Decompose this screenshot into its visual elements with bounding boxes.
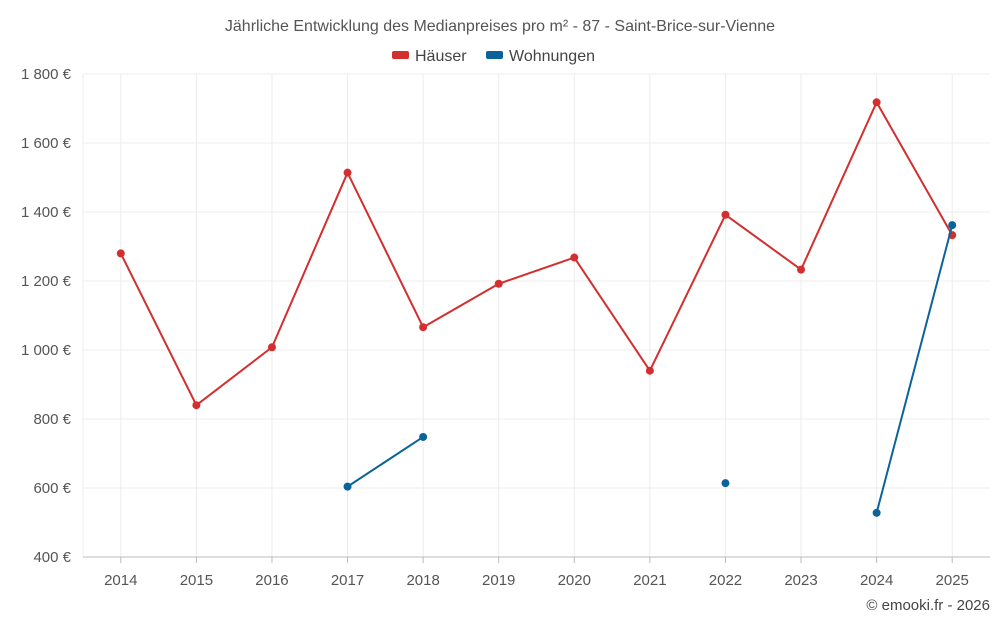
data-point-wohnungen[interactable] <box>721 479 730 488</box>
y-tick-label: 1 200 € <box>21 273 72 290</box>
data-point-wohnungen[interactable] <box>343 482 352 491</box>
x-tick-label: 2022 <box>709 572 742 589</box>
series-line-wohnungen <box>346 435 425 488</box>
credit-text: © emooki.fr - 2026 <box>866 597 990 614</box>
data-point-haeuser[interactable] <box>797 265 806 274</box>
data-point-wohnungen[interactable] <box>419 432 428 441</box>
data-point-wohnungen[interactable] <box>948 221 957 230</box>
legend-label-haeuser: Häuser <box>415 48 467 65</box>
data-point-haeuser[interactable] <box>343 168 352 177</box>
x-tick-label: 2014 <box>104 572 137 589</box>
data-point-haeuser[interactable] <box>570 253 579 262</box>
y-tick-label: 1 000 € <box>21 342 72 359</box>
x-tick-label: 2019 <box>482 572 515 589</box>
y-tick-label: 1 600 € <box>21 135 72 152</box>
y-tick-label: 600 € <box>33 480 71 497</box>
data-point-haeuser[interactable] <box>494 279 503 288</box>
data-point-haeuser[interactable] <box>419 323 428 332</box>
data-point-haeuser[interactable] <box>116 249 125 258</box>
y-tick-label: 400 € <box>33 549 71 566</box>
x-tick-label: 2021 <box>633 572 666 589</box>
x-tick-label: 2024 <box>860 572 893 589</box>
x-tick-label: 2020 <box>558 572 591 589</box>
series-wohnungen <box>343 221 957 517</box>
series-line-wohnungen <box>875 224 954 514</box>
x-tick-label: 2023 <box>784 572 817 589</box>
data-point-haeuser[interactable] <box>872 98 881 107</box>
legend-item-wohnungen[interactable]: Wohnungen <box>486 48 595 65</box>
series-haeuser <box>116 98 957 410</box>
y-tick-label: 1 400 € <box>21 204 72 221</box>
series-line-haeuser <box>119 101 954 407</box>
legend-item-haeuser[interactable]: Häuser <box>392 48 467 65</box>
x-tick-label: 2015 <box>180 572 213 589</box>
x-tick-label: 2016 <box>255 572 288 589</box>
legend-label-wohnungen: Wohnungen <box>509 48 595 65</box>
axes: 1 800 € 1 600 € 1 400 € 1 200 € 1 000 € 800 €… <box>21 66 990 589</box>
y-tick-label: 1 800 € <box>21 66 72 83</box>
series <box>116 98 957 517</box>
data-point-haeuser[interactable] <box>721 210 730 219</box>
grid <box>82 73 990 558</box>
data-point-wohnungen[interactable] <box>872 508 881 517</box>
x-tick-label: 2018 <box>406 572 439 589</box>
legend: Häuser Wohnungen <box>392 48 595 65</box>
x-tick-label: 2025 <box>936 572 969 589</box>
data-point-haeuser[interactable] <box>645 366 654 375</box>
legend-swatch-haeuser <box>392 51 409 59</box>
y-tick-label: 800 € <box>33 411 71 428</box>
x-tick-label: 2017 <box>331 572 364 589</box>
chart-title: Jährliche Entwicklung des Medianpreises … <box>225 18 775 35</box>
data-point-haeuser[interactable] <box>192 401 201 410</box>
data-point-haeuser[interactable] <box>267 343 276 352</box>
legend-swatch-wohnungen <box>486 51 503 59</box>
